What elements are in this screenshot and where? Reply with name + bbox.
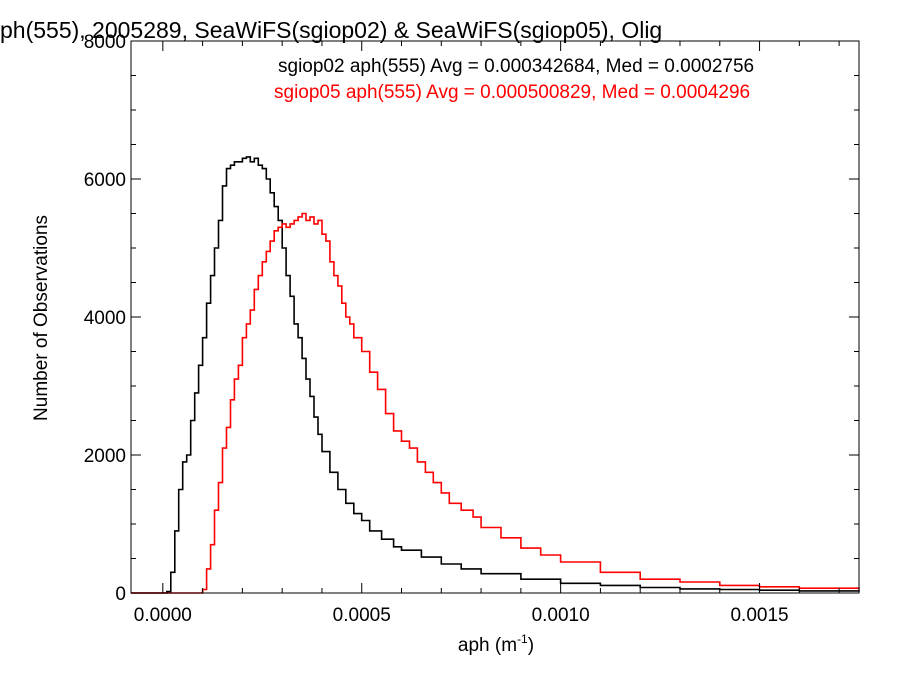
series-0-histogram — [131, 156, 860, 594]
axis-ticks: 0.0000 0.0005 0.0010 0.0015 0 2000 4000 6000 800… — [84, 32, 859, 626]
x-axis-label-close: ) — [528, 635, 534, 656]
y-tick-label: 4000 — [84, 308, 126, 329]
annotation-sgiop05-stats: sgiop05 aph(555) Avg = 0.000500829, Med … — [274, 82, 750, 103]
x-axis-label: aph (m-1) — [458, 632, 534, 656]
x-tick-label: 0.0000 — [134, 605, 192, 626]
y-axis-label: Number of Observations — [31, 215, 52, 421]
x-tick-label: 0.0010 — [532, 605, 590, 626]
annotation-sgiop02-stats: sgiop02 aph(555) Avg = 0.000342684, Med … — [278, 56, 754, 77]
x-axis-label-base: aph (m — [458, 635, 517, 656]
y-tick-label: 0 — [115, 584, 126, 605]
x-tick-label: 0.0015 — [730, 605, 788, 626]
y-tick-label: 6000 — [84, 170, 126, 191]
series-1-histogram — [131, 212, 860, 594]
x-tick-label: 0.0005 — [333, 605, 391, 626]
y-tick-label: 2000 — [84, 446, 126, 467]
chart-title: ph(555), 2005289, SeaWiFS(sgiop02) & Sea… — [0, 17, 662, 43]
x-axis-label-exponent: -1 — [517, 632, 528, 646]
series-layer — [131, 156, 860, 594]
plot-frame — [130, 40, 860, 594]
y-tick-label: 8000 — [84, 32, 126, 53]
